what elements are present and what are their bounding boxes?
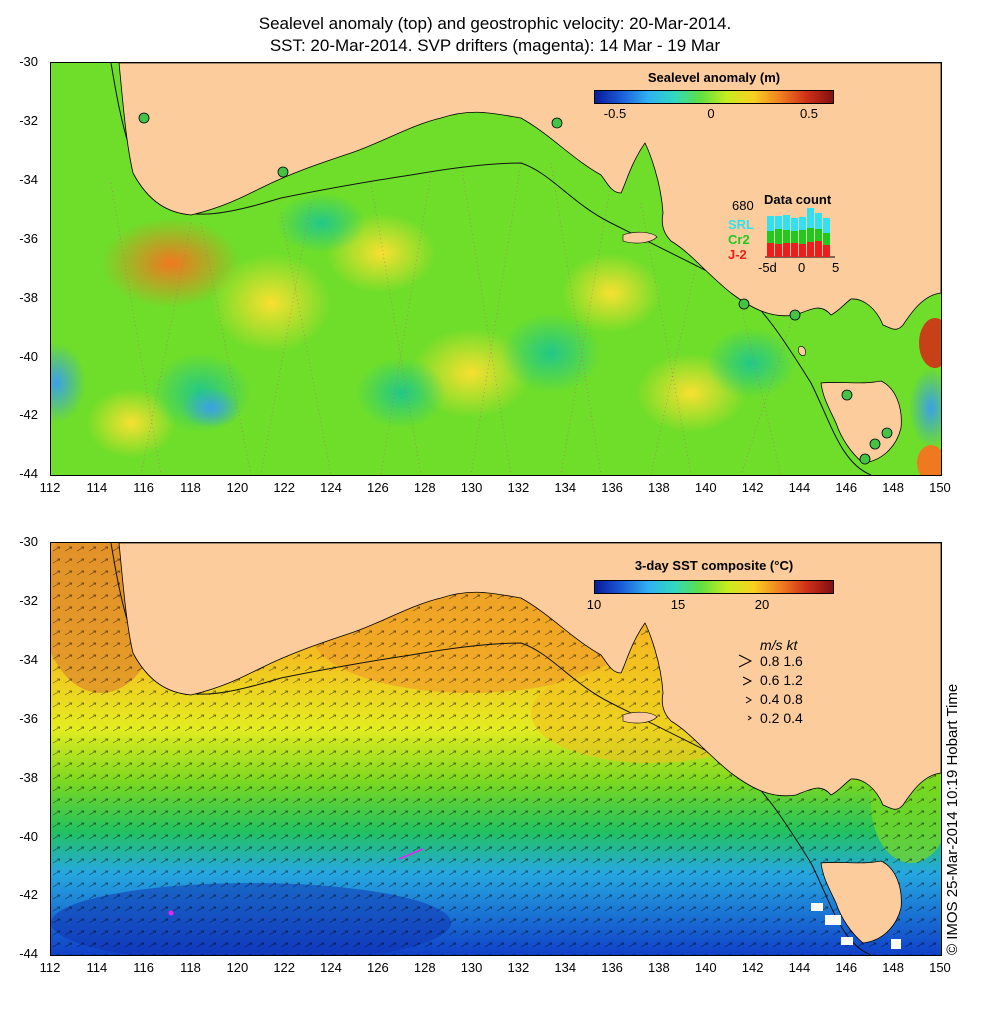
y-tick-label: -30 xyxy=(19,54,38,69)
tasmania-island xyxy=(820,380,902,464)
y-tick-label: -32 xyxy=(19,112,38,128)
y-tick-label: -36 xyxy=(19,230,38,246)
x-tick-label: 142 xyxy=(741,960,764,975)
x-tick-label: 146 xyxy=(835,960,858,975)
australia-coastline xyxy=(118,63,941,330)
y-tick-label: -36 xyxy=(19,710,38,726)
x-tick-label: 114 xyxy=(86,960,108,975)
sst-colorbar xyxy=(594,580,834,594)
velocity-legend-header: m/s kt xyxy=(760,637,798,653)
x-tick-label: 124 xyxy=(320,480,342,495)
y-tick-label: -38 xyxy=(19,289,38,305)
sea-level-colorbar-title: Sealevel anomaly (m) xyxy=(647,70,781,85)
x-tick-label: 128 xyxy=(413,960,436,975)
data-count-histogram xyxy=(765,208,835,258)
y-tick-label: -44 xyxy=(19,946,38,962)
kangaroo-island xyxy=(622,231,658,244)
sea-level-colorbar xyxy=(594,90,834,104)
x-tick-label: 138 xyxy=(648,960,670,975)
satellite-j2-label: J-2 xyxy=(728,247,747,262)
y-tick-label: -40 xyxy=(19,348,38,364)
sst-colorbar-label: 10 xyxy=(586,597,602,612)
x-tick-label: 114 xyxy=(86,480,108,495)
y-tick-label: -32 xyxy=(19,592,38,608)
x-tick-label: 116 xyxy=(133,480,155,495)
y-tick-label: -40 xyxy=(19,828,38,844)
x-tick-label: 118 xyxy=(180,480,201,495)
x-tick-label: 140 xyxy=(694,480,717,495)
velocity-legend-row: 0.4 0.8 xyxy=(760,691,803,707)
velocity-legend-arrows xyxy=(738,654,753,721)
x-tick-label: 120 xyxy=(226,480,249,495)
x-tick-label: 134 xyxy=(554,960,577,975)
sea-level-colorbar-label: -0.5 xyxy=(603,106,627,121)
x-tick-label: 146 xyxy=(835,480,858,495)
y-tick-label: -42 xyxy=(19,887,38,903)
y-tick-label: -34 xyxy=(19,651,38,667)
x-tick-label: 130 xyxy=(460,480,483,495)
x-tick-label: 122 xyxy=(273,960,296,975)
drifter-track xyxy=(398,848,424,860)
x-tick-label: 150 xyxy=(929,480,951,495)
bass-strait-islands xyxy=(798,346,806,356)
x-tick-label: 148 xyxy=(882,960,904,975)
x-tick-label: 144 xyxy=(788,480,811,495)
x-tick-label: 140 xyxy=(694,960,717,975)
x-tick-label: 132 xyxy=(507,960,530,975)
sst-colorbar-label: 15 xyxy=(670,597,686,612)
x-tick-label: 122 xyxy=(273,480,296,495)
title-line-2: SST: 20-Mar-2014. SVP drifters (magenta)… xyxy=(269,36,721,55)
x-tick-label: 124 xyxy=(320,960,342,975)
y-tick-label: -38 xyxy=(19,769,38,785)
velocity-legend-row: 0.6 1.2 xyxy=(760,672,803,688)
x-tick-label: 130 xyxy=(460,960,483,975)
satellite-srl-label: SRL xyxy=(728,217,754,232)
x-tick-label: 112 xyxy=(39,960,61,975)
x-tick-label: 138 xyxy=(648,480,670,495)
tide-gauge-markers xyxy=(138,112,893,465)
cloud-mask xyxy=(811,903,901,949)
x-tick-label: 116 xyxy=(133,960,155,975)
imos-credit: © IMOS 25-Mar-2014 10:19 Hobart Time xyxy=(944,683,961,955)
x-tick-label: 136 xyxy=(601,480,623,495)
australia-coastline-sst xyxy=(118,543,941,810)
data-count-axis-label: 5 xyxy=(832,260,840,275)
title-line-1: Sealevel anomaly (top) and geostrophic v… xyxy=(258,14,732,33)
x-tick-label: 134 xyxy=(554,480,577,495)
x-tick-label: 136 xyxy=(601,960,623,975)
data-count-axis-label: -5d xyxy=(758,260,777,275)
data-count-max: 680 xyxy=(732,198,754,213)
x-tick-label: 120 xyxy=(226,960,249,975)
sea-level-colorbar-label: 0.5 xyxy=(799,106,819,121)
x-tick-label: 126 xyxy=(367,960,389,975)
data-count-axis-label: 0 xyxy=(798,260,806,275)
x-tick-label: 144 xyxy=(788,960,811,975)
x-tick-label: 150 xyxy=(929,960,951,975)
x-tick-label: 118 xyxy=(180,960,201,975)
y-tick-label: -42 xyxy=(19,407,38,423)
y-tick-label: -44 xyxy=(19,466,38,482)
velocity-legend-row: 0.2 0.4 xyxy=(760,710,803,726)
x-tick-label: 128 xyxy=(413,480,436,495)
sea-level-colorbar-label: 0 xyxy=(707,106,715,121)
x-tick-label: 126 xyxy=(367,480,389,495)
x-tick-label: 148 xyxy=(882,480,904,495)
x-tick-label: 112 xyxy=(39,480,61,495)
y-tick-label: -30 xyxy=(19,534,38,549)
data-count-title: Data count xyxy=(764,192,832,207)
y-tick-label: -34 xyxy=(19,171,38,187)
x-tick-label: 142 xyxy=(741,480,764,495)
velocity-legend-row: 0.8 1.6 xyxy=(760,653,803,669)
sst-colorbar-label: 20 xyxy=(754,597,770,612)
satellite-cr2-label: Cr2 xyxy=(728,232,750,247)
sst-composite-map xyxy=(50,542,942,956)
tasmania-island-sst xyxy=(820,860,902,944)
anomaly-blobs xyxy=(51,193,941,475)
sst-colorbar-title: 3-day SST composite (°C) xyxy=(634,558,794,573)
sea-level-anomaly-map xyxy=(50,62,942,476)
x-tick-label: 132 xyxy=(507,480,530,495)
